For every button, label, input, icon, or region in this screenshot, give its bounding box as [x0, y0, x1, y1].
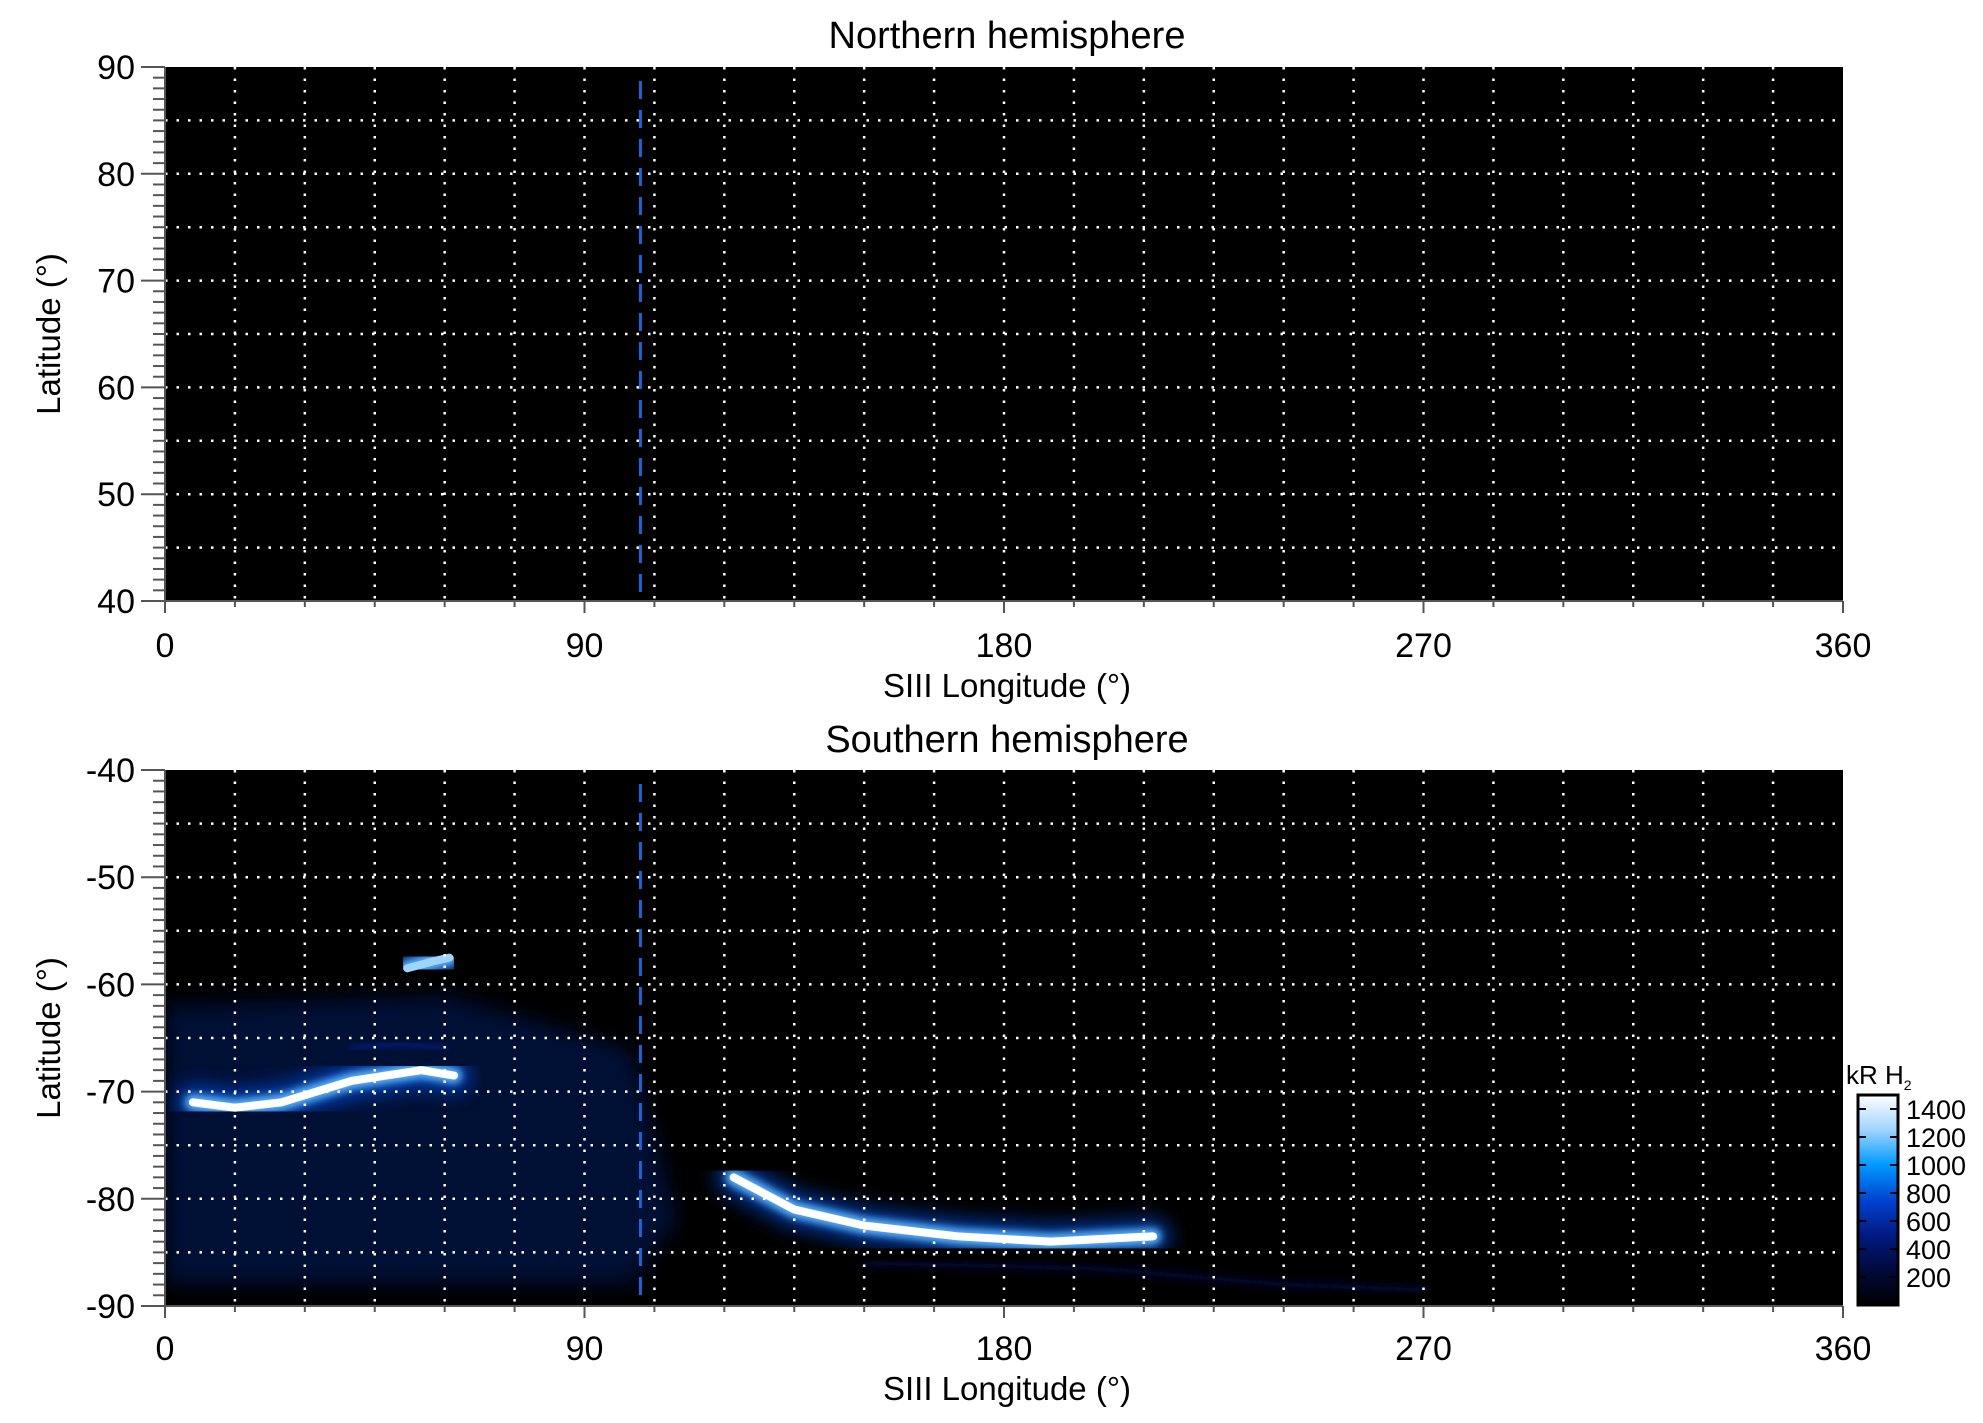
- x-tick-label: 270: [1395, 627, 1452, 665]
- diffuse-emission-west: [165, 995, 678, 1285]
- x-tick-label: 180: [976, 1330, 1033, 1368]
- y-axis-label: Latitude (°): [30, 253, 67, 415]
- y-tick-label: -80: [86, 1181, 135, 1219]
- x-tick-label: 0: [156, 627, 175, 665]
- colorbar-tick-label: 1200: [1906, 1123, 1966, 1153]
- grid: [165, 67, 1843, 601]
- y-tick-label: -40: [86, 752, 135, 790]
- colorbar-tick-label: 400: [1906, 1235, 1951, 1265]
- northern-hemisphere-panel: 40 50 60 70 80 90 0 90 180 270 360 Northern hemisph…: [30, 15, 1871, 704]
- southern-hemisphere-panel: -90 -80 -70 -60 -50 -40 0 90 180 270 360 Southern h…: [30, 719, 1871, 1407]
- x-axis-label: SIII Longitude (°): [883, 1370, 1131, 1407]
- y-tick-label: -70: [86, 1074, 135, 1112]
- main-arc-east: [729, 1173, 1158, 1246]
- faint-arc: [348, 1040, 448, 1052]
- y-tick-label: 70: [97, 263, 135, 301]
- y-tick-label: 90: [97, 49, 135, 87]
- colorbar-tick-label: 1000: [1906, 1151, 1966, 1181]
- y-tick-label: -60: [86, 966, 135, 1004]
- panel-title: Southern hemisphere: [825, 719, 1188, 761]
- x-axis-label: SIII Longitude (°): [883, 667, 1131, 704]
- y-axis-label: Latitude (°): [30, 957, 67, 1119]
- colorbar-tick-label: 800: [1906, 1179, 1951, 1209]
- colorbar-gradient: [1856, 1093, 1900, 1307]
- x-tick-label: 90: [566, 1330, 604, 1368]
- panel-title: Northern hemisphere: [829, 15, 1186, 57]
- x-tick-label: 90: [566, 627, 604, 665]
- x-tick-label: 0: [156, 1330, 175, 1368]
- y-tick-label: 50: [97, 476, 135, 514]
- x-tick-label: 270: [1395, 1330, 1452, 1368]
- y-tick-label: -90: [86, 1288, 135, 1326]
- faint-band-south: [861, 1260, 1427, 1293]
- y-tick-label: 60: [97, 369, 135, 407]
- colorbar-tick-label: 600: [1906, 1207, 1951, 1237]
- x-tick-label: 180: [976, 627, 1033, 665]
- spot: [403, 953, 454, 973]
- colorbar-tick-label: 200: [1906, 1263, 1951, 1293]
- colorbar-tick-label: 1400: [1906, 1095, 1966, 1125]
- x-tick-label: 360: [1815, 627, 1872, 665]
- colorbar-label: kR H2: [1846, 1060, 1912, 1093]
- x-tick-label: 360: [1815, 1330, 1872, 1368]
- y-tick-label: -50: [86, 859, 135, 897]
- y-tick-label: 80: [97, 156, 135, 194]
- y-tick-label: 40: [97, 583, 135, 621]
